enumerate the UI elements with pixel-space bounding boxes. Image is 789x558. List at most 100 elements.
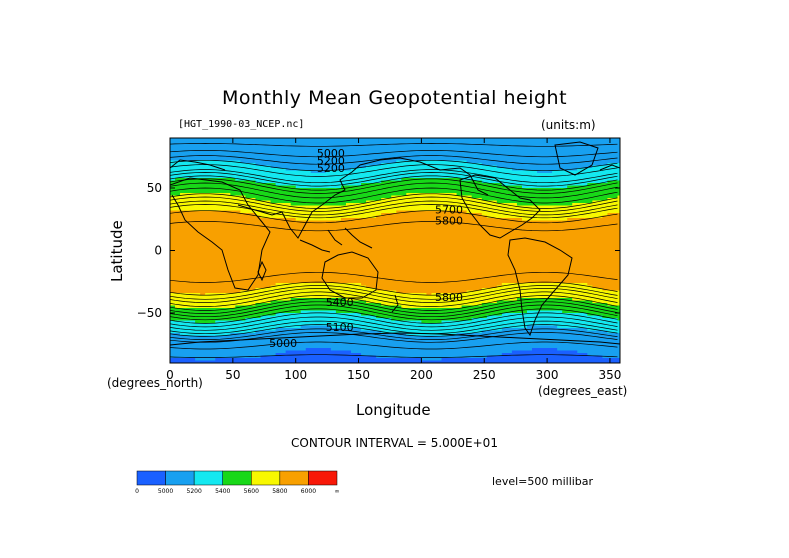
band-cell <box>230 243 236 247</box>
band-cell <box>270 248 277 252</box>
band-cell <box>190 210 196 214</box>
band-cell <box>185 148 191 152</box>
band-cell <box>356 258 362 262</box>
band-cell <box>426 193 433 197</box>
band-cell <box>547 208 553 212</box>
band-cell <box>295 208 302 212</box>
band-cell <box>401 248 407 252</box>
band-cell <box>521 258 528 262</box>
band-cell <box>486 253 493 257</box>
band-cell <box>275 185 282 189</box>
band-cell <box>356 150 362 154</box>
band-cell <box>366 190 372 194</box>
band-cell <box>290 273 297 277</box>
band-cell <box>235 153 241 157</box>
band-cell <box>290 195 297 199</box>
band-cell <box>547 238 553 242</box>
band-cell <box>501 140 508 144</box>
band-cell <box>441 160 448 164</box>
band-cell <box>486 155 493 159</box>
band-cell <box>491 235 498 239</box>
band-cell <box>466 188 473 192</box>
band-cell <box>436 273 443 277</box>
band-cell <box>351 230 357 234</box>
band-cell <box>230 165 236 169</box>
band-cell <box>190 155 196 159</box>
band-cell <box>215 225 221 229</box>
band-cell <box>496 245 503 249</box>
band-cell <box>612 208 619 212</box>
band-cell <box>381 250 387 254</box>
band-cell <box>260 205 267 209</box>
band-cell <box>577 260 583 264</box>
band-cell <box>340 178 347 182</box>
band-cell <box>396 153 402 157</box>
band-cell <box>416 225 422 229</box>
band-cell <box>461 260 468 264</box>
band-cell <box>220 238 226 242</box>
band-cell <box>210 255 216 259</box>
band-cell <box>552 205 558 209</box>
band-cell <box>215 150 221 154</box>
band-cell <box>180 265 186 269</box>
band-cell <box>265 138 272 142</box>
band-cell <box>416 243 422 247</box>
band-cell <box>491 270 498 274</box>
band-cell <box>572 170 578 174</box>
band-cell <box>406 150 412 154</box>
band-cell <box>255 245 262 249</box>
band-cell <box>557 208 563 212</box>
band-cell <box>516 178 523 182</box>
band-cell <box>215 275 221 279</box>
band-cell <box>526 273 533 277</box>
band-cell <box>290 178 297 182</box>
band-cell <box>320 248 327 252</box>
band-cell <box>592 173 598 177</box>
band-cell <box>421 215 428 219</box>
band-cell <box>310 150 317 154</box>
band-cell <box>366 228 372 232</box>
band-cell <box>441 175 448 179</box>
band-cell <box>602 238 609 242</box>
band-cell <box>376 148 382 152</box>
band-cell <box>351 265 357 269</box>
band-cell <box>607 238 614 242</box>
band-cell <box>245 253 252 257</box>
band-cell <box>295 203 302 207</box>
band-cell <box>376 200 382 204</box>
band-cell <box>325 240 332 244</box>
band-cell <box>496 220 503 224</box>
band-cell <box>381 195 387 199</box>
band-cell <box>361 255 367 259</box>
band-cell <box>562 258 568 262</box>
band-cell <box>547 215 553 219</box>
band-cell <box>205 175 211 179</box>
band-cell <box>190 188 196 192</box>
band-cell <box>587 213 593 217</box>
band-cell <box>235 273 241 277</box>
band-cell <box>325 168 332 172</box>
band-cell <box>486 243 493 247</box>
band-cell <box>315 240 322 244</box>
band-cell <box>285 185 292 189</box>
band-cell <box>345 265 352 269</box>
band-cell <box>335 153 342 157</box>
band-cell <box>290 155 297 159</box>
band-cell <box>617 260 620 264</box>
band-cell <box>602 223 609 227</box>
band-cell <box>466 138 473 142</box>
band-cell <box>371 273 377 277</box>
band-cell <box>366 223 372 227</box>
band-cell <box>602 273 609 277</box>
band-cell <box>290 188 297 192</box>
band-cell <box>441 248 448 252</box>
band-cell <box>577 230 583 234</box>
band-cell <box>547 268 553 272</box>
band-cell <box>411 170 417 174</box>
band-cell <box>486 143 493 147</box>
band-cell <box>547 260 553 264</box>
band-cell <box>577 180 583 184</box>
band-cell <box>351 240 357 244</box>
band-cell <box>476 218 483 222</box>
